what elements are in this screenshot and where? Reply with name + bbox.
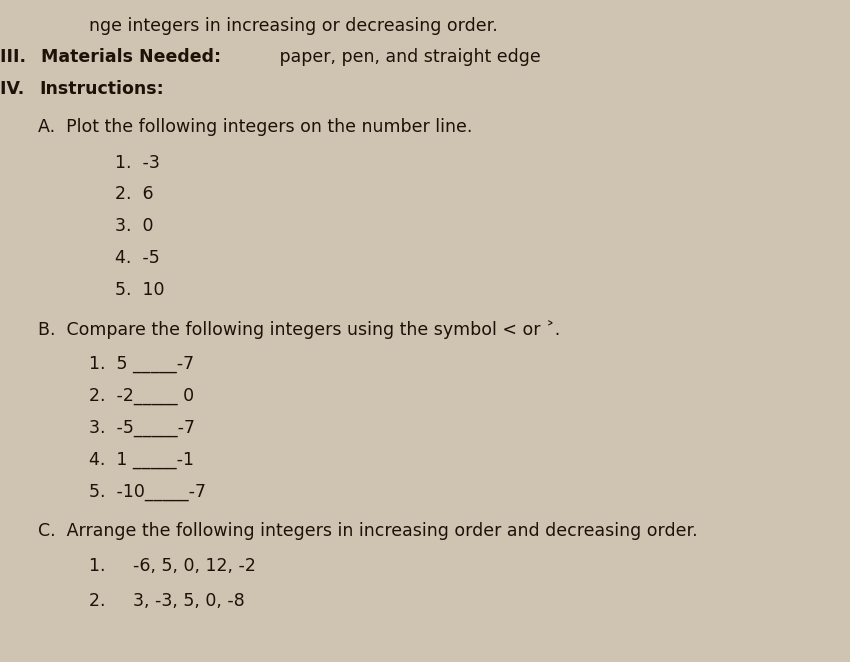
Text: 2.  -2_____ 0: 2. -2_____ 0 (89, 387, 195, 405)
Text: Materials Needed:: Materials Needed: (42, 48, 221, 66)
Text: 5.  -10_____-7: 5. -10_____-7 (89, 483, 207, 500)
Text: 1.  5 _____-7: 1. 5 _____-7 (89, 355, 195, 373)
Text: 4.  -5: 4. -5 (115, 249, 160, 267)
Text: 4.  1 _____-1: 4. 1 _____-1 (89, 451, 195, 469)
Text: C.  Arrange the following integers in increasing order and decreasing order.: C. Arrange the following integers in inc… (38, 522, 698, 540)
Text: 1.  -3: 1. -3 (115, 154, 160, 171)
Text: 5.  10: 5. 10 (115, 281, 164, 299)
Text: B.  Compare the following integers using the symbol < or ˃.: B. Compare the following integers using … (38, 320, 560, 340)
Text: Instructions:: Instructions: (39, 80, 164, 98)
Text: 2.     3, -3, 5, 0, -8: 2. 3, -3, 5, 0, -8 (89, 592, 245, 610)
Text: III.: III. (0, 48, 32, 66)
Text: A.  Plot the following integers on the number line.: A. Plot the following integers on the nu… (38, 118, 473, 136)
Text: paper, pen, and straight edge: paper, pen, and straight edge (274, 48, 541, 66)
Text: 3.  0: 3. 0 (115, 217, 153, 235)
Text: 1.     -6, 5, 0, 12, -2: 1. -6, 5, 0, 12, -2 (89, 557, 256, 575)
Text: nge integers in increasing or decreasing order.: nge integers in increasing or decreasing… (89, 17, 498, 34)
Text: 2.  6: 2. 6 (115, 185, 153, 203)
Text: 3.  -5_____-7: 3. -5_____-7 (89, 419, 196, 437)
Text: IV.: IV. (0, 80, 31, 98)
